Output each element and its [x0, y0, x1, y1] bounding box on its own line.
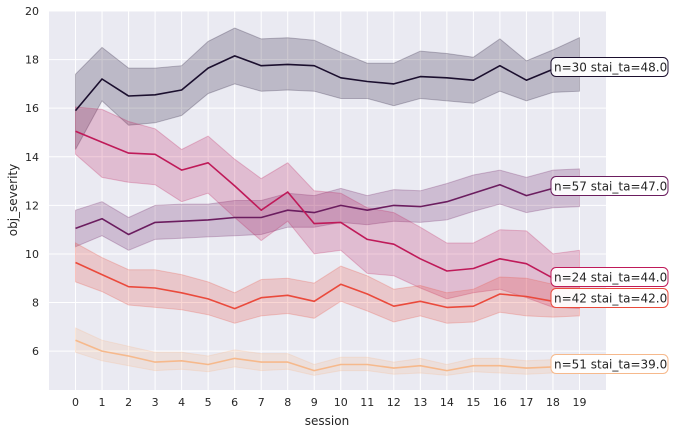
y-tick-label: 18: [25, 54, 39, 67]
plot-background: [49, 11, 606, 390]
y-tick-label: 6: [32, 345, 39, 358]
y-axis-label: obj_severity: [6, 164, 20, 237]
series-annotations: n=30 stai_ta=48.0 n=57 stai_ta=47.0 n=24 s…: [550, 57, 669, 374]
x-tick-label: 12: [387, 396, 401, 409]
annotation-label: n=30 stai_ta=48.0: [554, 61, 667, 75]
confidence-band: [75, 106, 580, 310]
annotation-label: n=24 stai_ta=44.0: [554, 271, 667, 285]
series-annotation: n=30 stai_ta=48.0: [550, 57, 669, 77]
x-tick-label: 9: [311, 396, 318, 409]
series-lines: [74, 55, 554, 372]
x-tick-label: 3: [152, 396, 159, 409]
y-tick-label: 16: [25, 102, 39, 115]
series-annotation: n=24 stai_ta=44.0: [550, 267, 669, 287]
x-tick-label: 8: [284, 396, 291, 409]
y-tick-label: 10: [25, 248, 39, 261]
x-tick-label: 7: [258, 396, 265, 409]
x-tick-label: 0: [72, 396, 79, 409]
x-tick-label: 10: [334, 396, 348, 409]
x-tick-label: 5: [205, 396, 212, 409]
x-tick-label: 4: [178, 396, 185, 409]
series-annotation: n=57 stai_ta=47.0: [550, 176, 669, 196]
x-tick-label: 6: [231, 396, 238, 409]
x-tick-label: 2: [125, 396, 132, 409]
annotation-box: [550, 57, 669, 77]
y-tick-label: 12: [25, 199, 39, 212]
x-tick-label: 13: [413, 396, 427, 409]
confidence-band: [75, 27, 580, 150]
x-tick-label: 17: [519, 396, 533, 409]
annotation-box: [550, 354, 669, 374]
annotation-box: [550, 176, 669, 196]
y-tick-label: 20: [25, 5, 39, 18]
annotation-label: n=51 stai_ta=39.0: [554, 358, 667, 372]
annotation-box: [550, 267, 669, 287]
confidence-band: [75, 242, 580, 324]
x-tick-label: 11: [360, 396, 374, 409]
annotation-box: [550, 288, 669, 308]
series-annotation: n=51 stai_ta=39.0: [550, 354, 669, 374]
x-tick-label: 16: [493, 396, 507, 409]
annotation-label: n=42 stai_ta=42.0: [554, 292, 667, 306]
y-tick-label: 14: [25, 151, 39, 164]
y-tick-label: 8: [32, 297, 39, 310]
annotation-label: n=57 stai_ta=47.0: [554, 180, 667, 194]
x-tick-labels: 0 1 2 3 4 5 6 7 8 9 10 11 12 13 14 15 16 17 18 19: [72, 396, 586, 409]
x-tick-label: 15: [466, 396, 480, 409]
x-tick-label: 19: [572, 396, 586, 409]
x-axis-label: session: [305, 414, 349, 428]
series-annotation: n=42 stai_ta=42.0: [550, 288, 669, 308]
grid-lines: [49, 10, 606, 390]
x-tick-label: 1: [99, 396, 106, 409]
y-tick-labels: 6 8 10 12 14 16 18 20: [25, 5, 39, 358]
x-tick-label: 18: [546, 396, 560, 409]
x-tick-label: 14: [440, 396, 454, 409]
